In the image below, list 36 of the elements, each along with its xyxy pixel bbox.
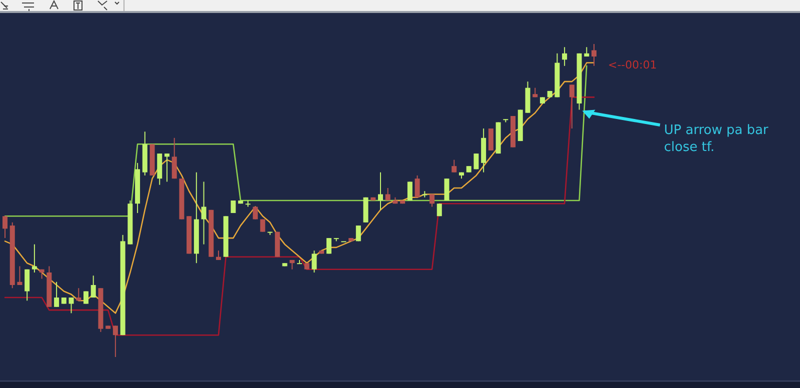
candlestick: [385, 187, 390, 201]
candlestick: [356, 225, 361, 242]
candlestick: [474, 153, 479, 170]
candlestick: [2, 216, 8, 239]
candlestick: [90, 275, 96, 298]
candlestick: [252, 206, 258, 220]
candlestick: [68, 297, 74, 314]
candlestick: [569, 84, 574, 130]
text: UP arrow pa bar close tf.: [664, 122, 770, 156]
candlestick: [326, 238, 332, 254]
candlestick: [32, 244, 37, 273]
text: <--00:01: [608, 58, 657, 72]
candlestick: [414, 174, 420, 198]
candlestick: [297, 259, 302, 264]
candlestick: [378, 172, 383, 210]
candlestick: [592, 44, 596, 66]
candlestick: [260, 218, 266, 232]
candlestick: [216, 250, 222, 260]
candlestick: [452, 159, 457, 173]
candlestick: [76, 288, 82, 302]
candlestick: [407, 181, 412, 201]
candlestick: [488, 128, 494, 151]
candlestick: [562, 46, 568, 66]
candlestick: [164, 153, 170, 182]
candlestick: [172, 137, 177, 180]
candlestick: [436, 203, 442, 217]
candlestick: [312, 250, 317, 273]
candlestick: [24, 268, 30, 302]
candlestick: [201, 181, 206, 245]
candlestick: [83, 290, 88, 304]
candlestick: [430, 194, 435, 208]
candlestick: [444, 178, 450, 201]
candlestick: [17, 266, 22, 286]
candlestick: [230, 200, 236, 214]
candlestick: [112, 325, 118, 358]
candlestick: [54, 281, 60, 308]
